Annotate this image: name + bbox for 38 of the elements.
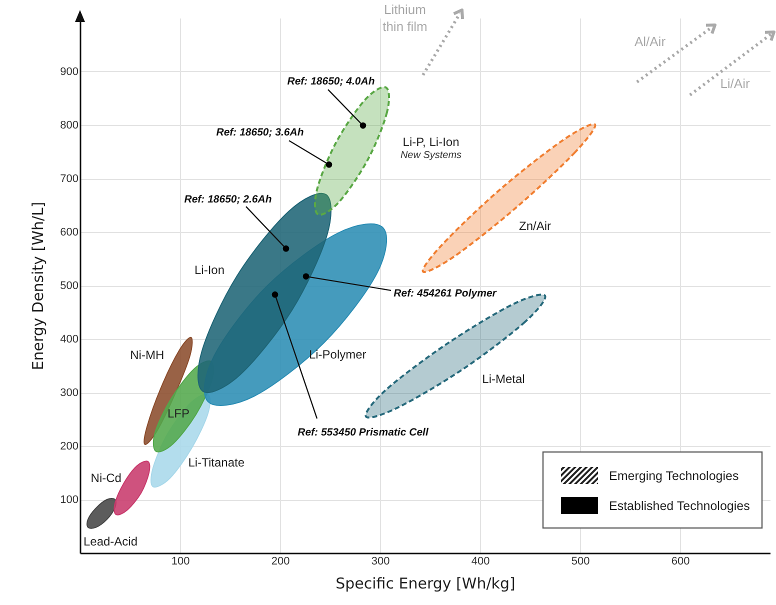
series-label: Lead-Acid <box>83 534 138 548</box>
y-axis-title: Energy Density [Wh/L] <box>29 202 48 370</box>
annotation: Ref: 553450 Prismatic Cell <box>298 426 430 439</box>
annotation: Ref: 18650; 3.6Ah <box>216 126 304 139</box>
series-label: Li-P, Li-Ion <box>402 134 460 149</box>
x-tick-label: 600 <box>671 556 690 568</box>
x-axis-title: Specific Energy [Wh/kg] <box>336 574 516 592</box>
series-label: Li-Ion <box>194 262 225 277</box>
annotation: Established Technologies <box>609 499 750 513</box>
series-label: Ni-Cd <box>90 470 122 485</box>
annotation: Ref: 18650; 4.0Ah <box>287 76 375 88</box>
y-tick-label: 900 <box>60 66 78 78</box>
x-tick-label: 500 <box>571 556 590 568</box>
annotation: Ref: 454261 Polymer <box>394 287 498 300</box>
y-tick-label: 300 <box>60 387 78 399</box>
series-label: Li-Metal <box>482 372 525 386</box>
y-tick-label: 500 <box>60 280 78 292</box>
series-label: LFP <box>167 406 190 420</box>
annotation: Emerging Technologies <box>609 469 739 483</box>
x-tick-label: 400 <box>471 556 490 568</box>
series-label: Zn/Air <box>518 218 552 233</box>
annotation: New Systems <box>400 150 462 161</box>
y-tick-label: 200 <box>60 440 78 452</box>
y-tick-label: 400 <box>60 334 78 346</box>
annotation: Lithium thin film <box>382 2 428 34</box>
y-tick-label: 600 <box>60 226 78 238</box>
annotation: Al/Air <box>634 34 666 49</box>
annotation: Ref: 18650; 2.6Ah <box>184 194 272 206</box>
series-label: Ni-MH <box>130 348 164 362</box>
series-label: Li-Titanate <box>188 456 245 470</box>
x-tick-label: 300 <box>371 556 390 568</box>
x-tick-label: 100 <box>171 556 190 568</box>
y-tick-label: 700 <box>60 173 78 185</box>
series-label: Li-Polymer <box>308 348 366 362</box>
y-tick-label: 800 <box>60 120 78 132</box>
x-tick-label: 200 <box>271 556 290 568</box>
annotation: Li/Air <box>720 76 750 91</box>
y-tick-label: 100 <box>60 494 78 506</box>
